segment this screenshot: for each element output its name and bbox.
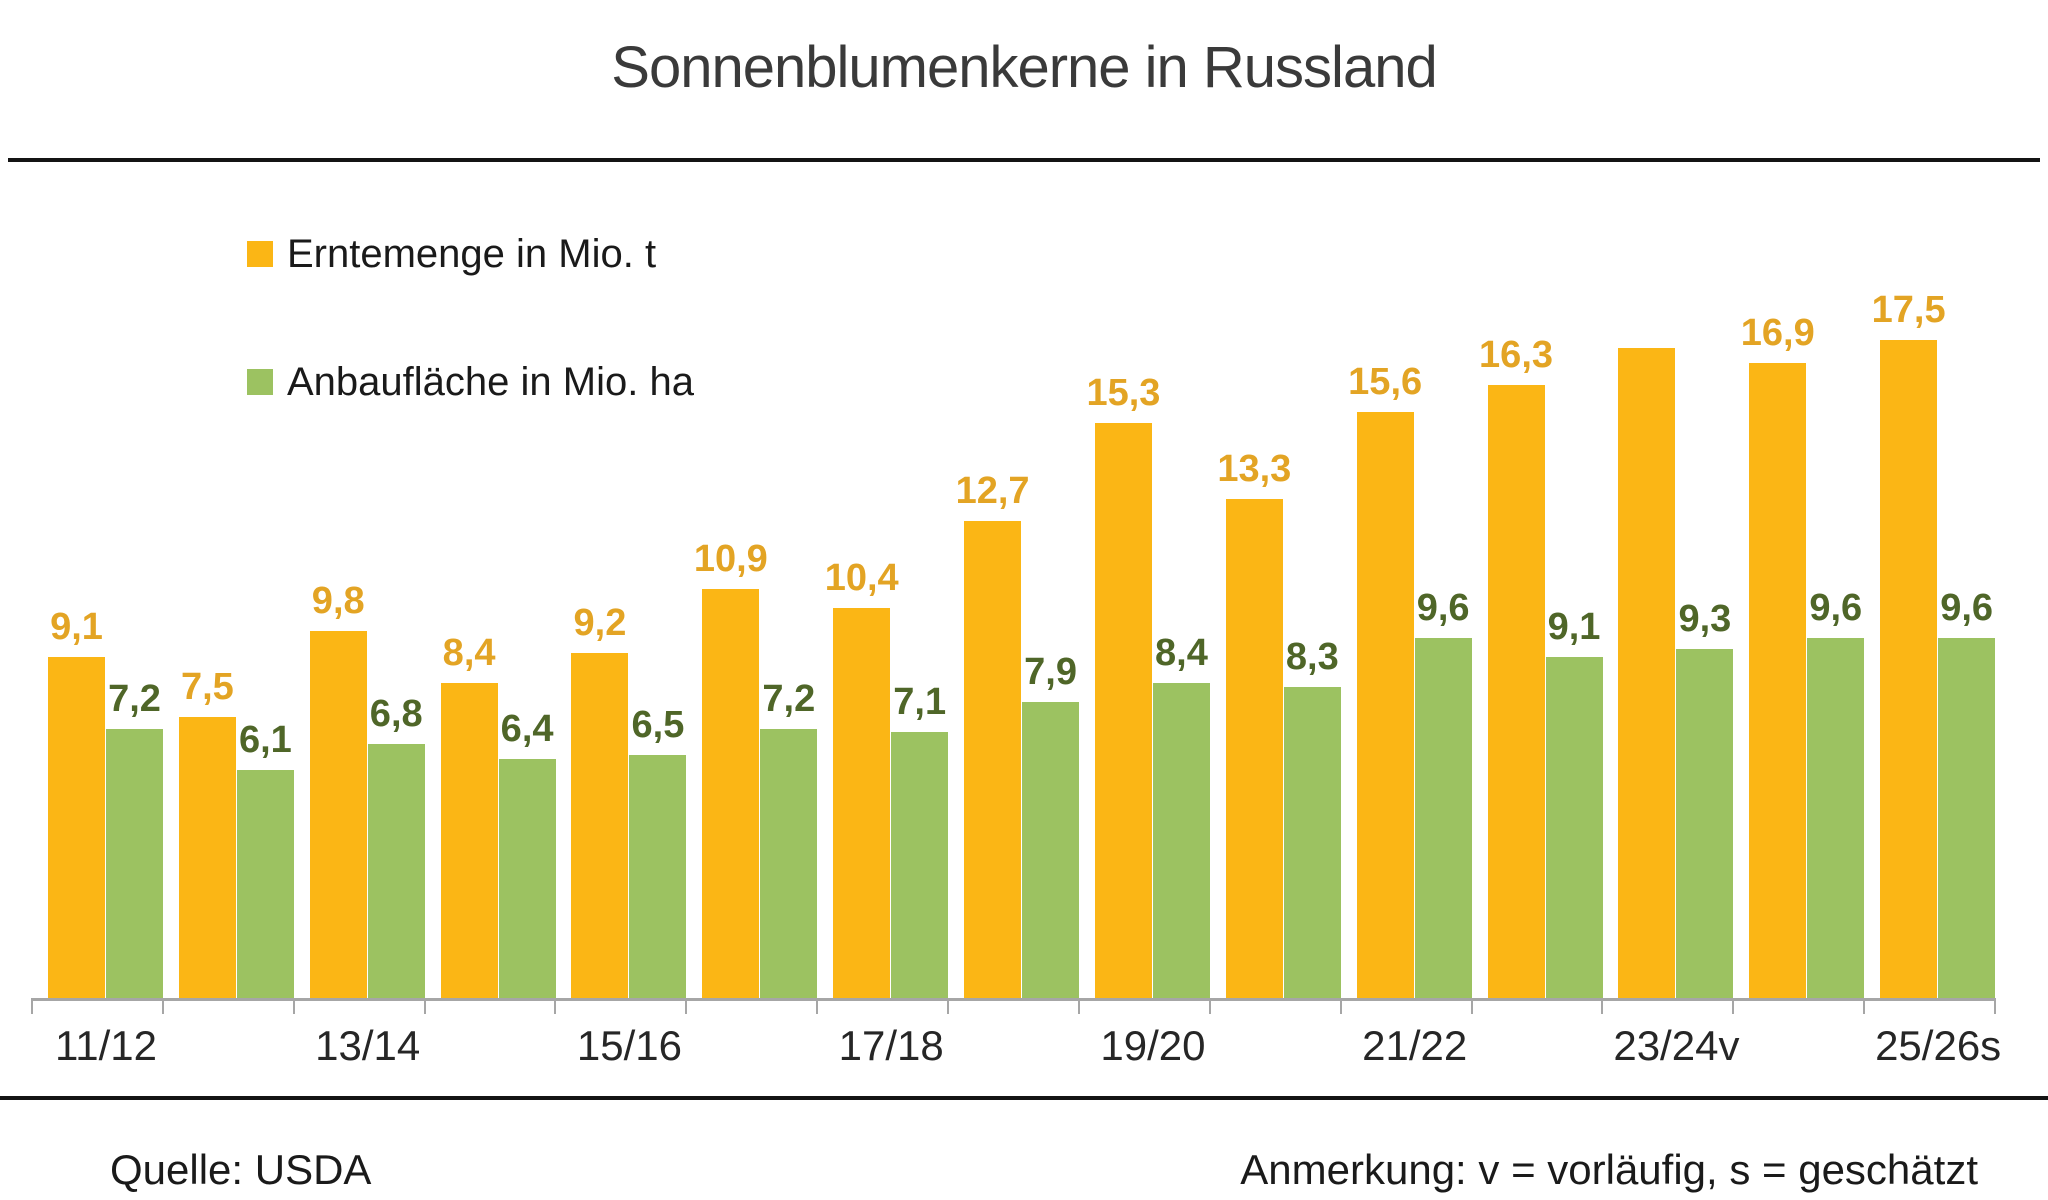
bar-erntemenge — [1618, 348, 1676, 1000]
bar-anbauflaeche — [1414, 638, 1472, 1000]
x-axis-tick-label: 17/18 — [838, 1022, 944, 1069]
value-label-anbauflaeche: 6,4 — [500, 708, 554, 750]
value-label-anbauflaeche: 8,3 — [1285, 636, 1339, 678]
bar-erntemenge — [440, 683, 498, 1000]
x-axis-tick — [554, 998, 556, 1014]
value-label-erntemenge: 16,9 — [1740, 312, 1815, 354]
x-axis-tick-label: 21/22 — [1362, 1022, 1468, 1069]
bar-erntemenge — [48, 657, 105, 1000]
bar-erntemenge — [1094, 423, 1152, 1000]
bar-erntemenge — [178, 717, 236, 1000]
value-label-anbauflaeche: 7,9 — [1024, 651, 1077, 693]
legend-label-anbauflaeche: Anbaufläche in Mio. ha — [287, 359, 694, 404]
value-label-anbauflaeche: 7,2 — [108, 678, 161, 720]
value-label-anbauflaeche: 6,1 — [238, 719, 292, 761]
value-label-anbauflaeche: 7,2 — [762, 678, 816, 720]
x-axis-tick-label: 13/14 — [315, 1022, 421, 1069]
x-axis-tick — [1340, 998, 1342, 1014]
value-label-erntemenge: 9,1 — [50, 606, 103, 648]
value-label-anbauflaeche: 9,3 — [1678, 598, 1732, 640]
title-divider — [8, 158, 2040, 162]
bar-anbauflaeche — [1152, 683, 1210, 1000]
x-axis-tick — [31, 998, 33, 1014]
bar-erntemenge — [1487, 385, 1545, 1000]
source-label: Quelle: USDA — [110, 1146, 372, 1193]
bar-erntemenge — [702, 589, 760, 1000]
bar-erntemenge — [571, 653, 629, 1000]
value-label-anbauflaeche: 8,4 — [1155, 632, 1208, 674]
value-label-erntemenge: 7,5 — [180, 666, 234, 708]
legend-swatch-erntemenge-icon — [247, 241, 273, 267]
bar-erntemenge — [964, 521, 1022, 1000]
x-axis-tick — [685, 998, 687, 1014]
x-axis-tick-label: 15/16 — [576, 1022, 683, 1069]
x-axis-line — [31, 998, 1996, 1001]
value-label-erntemenge: 10,4 — [824, 557, 899, 599]
note-label: Anmerkung: v = vorläufig, s = geschätzt — [1240, 1146, 1978, 1193]
value-label-erntemenge: 15,3 — [1086, 372, 1161, 414]
bar-erntemenge — [1880, 340, 1938, 1000]
value-label-erntemenge: 10,9 — [693, 538, 768, 580]
x-axis-tick — [162, 998, 164, 1014]
x-axis-tick-label: 25/26s — [1875, 1022, 2002, 1069]
bar-anbauflaeche — [236, 770, 294, 1000]
x-axis-tick — [293, 998, 295, 1014]
x-axis-tick — [1863, 998, 1865, 1014]
value-label-anbauflaeche: 9,1 — [1547, 606, 1601, 648]
x-axis-tick — [1994, 998, 1996, 1014]
x-axis-tick — [1601, 998, 1603, 1014]
value-label-anbauflaeche: 6,5 — [631, 704, 685, 746]
value-label-erntemenge: 17,5 — [1871, 289, 1946, 331]
bar-anbauflaeche — [891, 732, 949, 1000]
bar-anbauflaeche — [1676, 649, 1734, 1000]
legend-label-erntemenge: Erntemenge in Mio. t — [287, 231, 657, 276]
bar-anbauflaeche — [1938, 638, 1996, 1000]
x-axis-tick-label: 23/24v — [1613, 1022, 1740, 1069]
value-label-erntemenge: 16,3 — [1479, 334, 1554, 376]
x-axis-tick-label: 11/12 — [55, 1022, 157, 1069]
chart-title: Sonnenblumenkerne in Russland — [611, 35, 1437, 100]
value-label-anbauflaeche: 6,8 — [369, 693, 423, 735]
x-axis-tick — [424, 998, 426, 1014]
bar-erntemenge — [1749, 363, 1807, 1000]
bar-anbauflaeche — [629, 755, 687, 1000]
value-label-anbauflaeche: 9,6 — [1809, 587, 1863, 629]
bar-anbauflaeche — [106, 729, 163, 1000]
bar-anbauflaeche — [760, 729, 818, 1000]
value-label-anbauflaeche: 9,6 — [1416, 587, 1470, 629]
x-axis-tick — [1209, 998, 1211, 1014]
bar-anbauflaeche — [367, 744, 425, 1000]
x-axis-tick-label: 19/20 — [1100, 1022, 1206, 1069]
value-label-erntemenge: 12,7 — [955, 470, 1030, 512]
bar-anbauflaeche — [1022, 702, 1080, 1000]
bar-anbauflaeche — [498, 759, 556, 1000]
value-label-anbauflaeche: 9,6 — [1940, 587, 1994, 629]
value-label-erntemenge: 8,4 — [442, 632, 496, 674]
legend-swatch-anbauflaeche-icon — [247, 369, 273, 395]
legend: Erntemenge in Mio. t Anbaufläche in Mio.… — [247, 232, 694, 496]
bar-anbauflaeche — [1807, 638, 1865, 1000]
value-label-erntemenge: 15,6 — [1348, 361, 1423, 403]
bar-anbauflaeche — [1283, 687, 1341, 1000]
legend-item-anbauflaeche: Anbaufläche in Mio. ha — [247, 360, 694, 404]
bar-erntemenge — [309, 631, 367, 1000]
value-label-anbauflaeche: 7,1 — [893, 681, 947, 723]
value-label-erntemenge: 9,8 — [311, 580, 365, 622]
x-axis-tick — [1078, 998, 1080, 1014]
value-label-erntemenge: 13,3 — [1217, 448, 1292, 490]
footer-divider — [0, 1096, 2048, 1100]
bar-erntemenge — [833, 608, 891, 1000]
bar-erntemenge — [1225, 499, 1283, 1000]
bar-erntemenge — [1356, 412, 1414, 1000]
x-axis-tick — [1471, 998, 1473, 1014]
x-axis-tick — [1732, 998, 1734, 1014]
value-label-erntemenge: 9,2 — [573, 602, 627, 644]
bar-anbauflaeche — [1545, 657, 1603, 1000]
x-axis-tick — [816, 998, 818, 1014]
legend-item-erntemenge: Erntemenge in Mio. t — [247, 232, 694, 276]
x-axis-tick — [947, 998, 949, 1014]
